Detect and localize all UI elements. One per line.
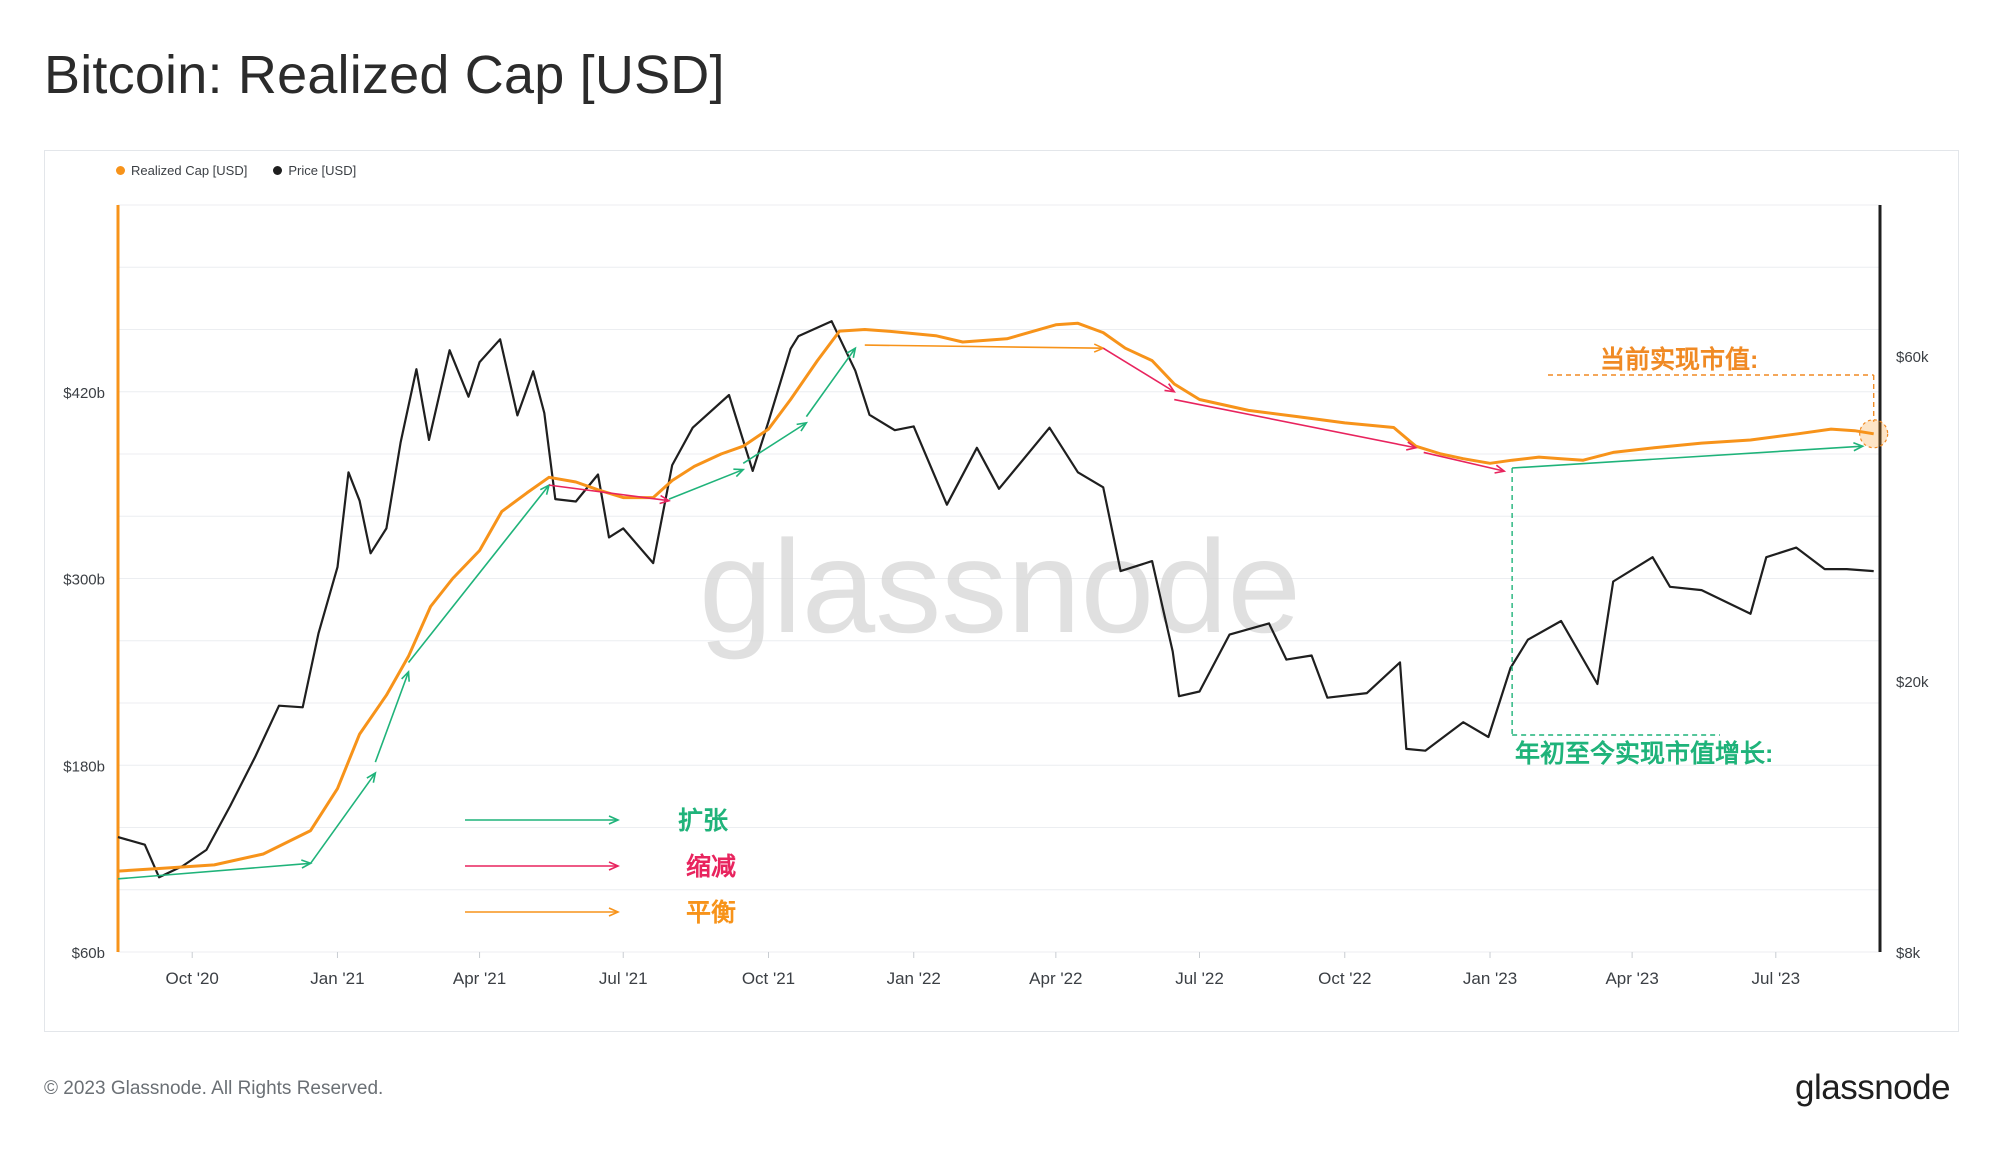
trend-arrow-expansion xyxy=(1512,442,1865,469)
x-tick-label: Jan '23 xyxy=(1463,969,1517,988)
trend-arrow-contraction xyxy=(548,484,671,505)
footer-copyright: © 2023 Glassnode. All Rights Reserved. xyxy=(44,1078,384,1099)
x-tick-label: Jan '22 xyxy=(887,969,941,988)
trend-arrow-contraction xyxy=(1102,347,1176,393)
trend-arrow-expansion xyxy=(742,421,809,465)
legend-label-price: Price [USD] xyxy=(288,163,357,178)
x-tick-label: Oct '20 xyxy=(166,969,219,988)
x-tick-label: Apr '21 xyxy=(453,969,506,988)
legend-dot-realized-cap xyxy=(116,166,125,175)
y-left-tick-label: $420b xyxy=(63,385,105,402)
trend-arrow-balance xyxy=(864,343,1106,353)
x-tick-label: Apr '22 xyxy=(1029,969,1082,988)
current-value-marker xyxy=(1859,419,1889,449)
y-right-tick-label: $60k xyxy=(1896,349,1929,366)
current-value-label: 当前实现市值: xyxy=(1600,345,1758,374)
watermark: glassnode xyxy=(699,513,1301,660)
trend-arrow-expansion xyxy=(668,468,746,500)
price-line[interactable] xyxy=(117,320,1874,879)
trend-arrow-expansion xyxy=(805,346,857,418)
x-tick-label: Oct '21 xyxy=(742,969,795,988)
trend-arrow-expansion xyxy=(117,859,313,880)
x-tick-label: Jul '21 xyxy=(599,969,648,988)
legend-dot-price xyxy=(273,166,283,175)
trend-arrow-expansion xyxy=(374,670,410,763)
page-title: Bitcoin: Realized Cap [USD] xyxy=(44,45,725,105)
y-left-tick-label: $300b xyxy=(63,572,105,589)
x-tick-label: Jul '22 xyxy=(1175,969,1224,988)
key-label-expansion: 扩张 xyxy=(678,807,729,835)
tick-labels: Oct '20 Jan '21 Apr '21 Jul '21 Oct '21 Jan '… xyxy=(63,349,1929,988)
x-tick-label: Oct '22 xyxy=(1318,969,1371,988)
chart-legend: Realized Cap [USD] Price [USD] xyxy=(116,163,356,178)
grid-lines xyxy=(118,204,1880,953)
realized-cap-line[interactable] xyxy=(117,321,1874,873)
x-tick-label: Jul '23 xyxy=(1751,969,1800,988)
x-tick-label: Jan '21 xyxy=(310,969,364,988)
trend-arrow-expansion xyxy=(309,771,377,864)
y-left-tick-label: $180b xyxy=(63,758,105,775)
footer-logo[interactable]: glassnode xyxy=(1795,1068,1951,1107)
series-lines xyxy=(117,320,1874,879)
axes xyxy=(116,205,1882,952)
trend-arrows xyxy=(117,343,1865,880)
legend-item-price[interactable]: Price [USD] xyxy=(273,163,356,178)
y-right-tick-label: $8k xyxy=(1896,945,1921,962)
trend-arrow-contraction xyxy=(1423,451,1507,474)
legend-label-realized-cap: Realized Cap [USD] xyxy=(131,163,248,178)
key-label-balance: 平衡 xyxy=(686,898,736,927)
x-tick-label: Apr '23 xyxy=(1605,969,1658,988)
y-left-tick-label: $60b xyxy=(72,945,105,962)
chart-frame xyxy=(44,150,1959,1032)
key-label-contraction: 缩减 xyxy=(686,852,736,881)
ytd-growth-label: 年初至今实现市值增长: xyxy=(1515,739,1773,768)
trend-arrow-expansion xyxy=(407,483,551,664)
legend-item-realized-cap[interactable]: Realized Cap [USD] xyxy=(116,163,247,178)
trend-arrow-contraction xyxy=(1174,398,1418,451)
y-right-tick-label: $20k xyxy=(1896,674,1929,691)
